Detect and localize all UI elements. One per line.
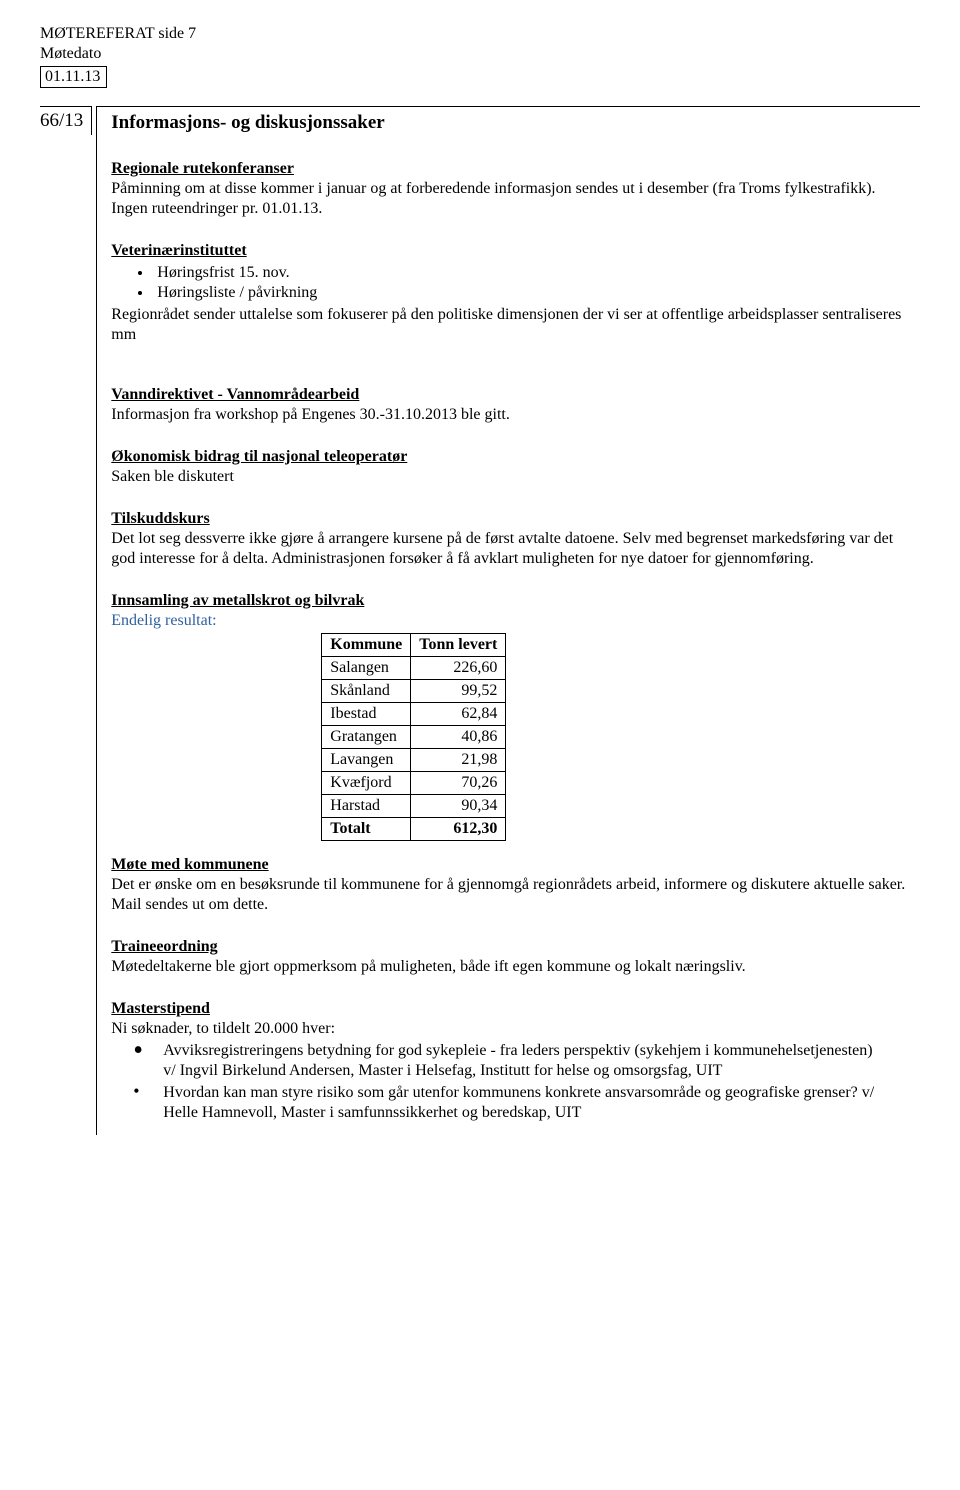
- sec-regionale-heading: Regionale rutekonferanser: [111, 159, 908, 179]
- doc-header-line2: Møtedato: [40, 44, 920, 64]
- table-row: Kvæfjord70,26: [322, 771, 506, 794]
- list-item: Høringsfrist 15. nov.: [153, 263, 908, 283]
- sec-trainee-heading: Traineeordning: [111, 937, 908, 957]
- cell: Totalt: [322, 817, 411, 840]
- case-number: 66/13: [40, 106, 92, 135]
- sec-vann-body: Informasjon fra workshop på Engenes 30.-…: [111, 405, 908, 425]
- case-title: Informasjons- og diskusjonssaker: [111, 111, 908, 135]
- sec-master-heading: Masterstipend: [111, 999, 908, 1019]
- sec-vann-heading: Vanndirektivet - Vannområdearbeid: [111, 385, 908, 405]
- sec-vet-body: Regionrådet sender uttalelse som fokuser…: [111, 305, 908, 345]
- sec-mote-body: Det er ønske om en besøksrunde til kommu…: [111, 875, 908, 915]
- cell: 62,84: [411, 702, 506, 725]
- table-row: Skånland99,52: [322, 679, 506, 702]
- master-item-line1: Avviksregistreringens betydning for god …: [163, 1042, 872, 1059]
- cell: Salangen: [322, 656, 411, 679]
- list-item: Høringsliste / påvirkning: [153, 283, 908, 303]
- sec-trainee-body: Møtedeltakerne ble gjort oppmerksom på m…: [111, 957, 908, 977]
- case-row: 66/13 Informasjons- og diskusjonssaker R…: [40, 106, 920, 1135]
- cell: 226,60: [411, 656, 506, 679]
- sec-tilskudd-heading: Tilskuddskurs: [111, 509, 908, 529]
- cell: 612,30: [411, 817, 506, 840]
- list-item: Avviksregistreringens betydning for god …: [153, 1041, 908, 1081]
- table-row: Lavangen21,98: [322, 748, 506, 771]
- cell: 70,26: [411, 771, 506, 794]
- sec-vet-bullets: Høringsfrist 15. nov. Høringsliste / påv…: [111, 263, 908, 303]
- sec-innsamling-heading: Innsamling av metallskrot og bilvrak: [111, 591, 908, 611]
- cell: 40,86: [411, 725, 506, 748]
- scrap-table: Kommune Tonn levert Salangen226,60 Skånl…: [321, 633, 506, 841]
- master-item-line2: v/ Ingvil Birkelund Andersen, Master i H…: [163, 1062, 722, 1079]
- cell: Kvæfjord: [322, 771, 411, 794]
- sec-tilskudd-body: Det lot seg dessverre ikke gjøre å arran…: [111, 529, 908, 569]
- doc-date-box: 01.11.13: [40, 66, 107, 88]
- table-row: Harstad90,34: [322, 794, 506, 817]
- sec-master-list: Avviksregistreringens betydning for god …: [111, 1041, 908, 1123]
- table-total-row: Totalt612,30: [322, 817, 506, 840]
- sec-oko-heading: Økonomisk bidrag til nasjonal teleoperat…: [111, 447, 908, 467]
- cell: Ibestad: [322, 702, 411, 725]
- doc-header-line1: MØTEREFERAT side 7: [40, 24, 920, 44]
- cell: 99,52: [411, 679, 506, 702]
- cell: 90,34: [411, 794, 506, 817]
- sec-mote-heading: Møte med kommunene: [111, 855, 908, 875]
- case-content: Informasjons- og diskusjonssaker Regiona…: [96, 106, 920, 1135]
- table-header: Kommune: [322, 633, 411, 656]
- table-row: Gratangen40,86: [322, 725, 506, 748]
- cell: Lavangen: [322, 748, 411, 771]
- master-item-line1: Hvordan kan man styre risiko som går ute…: [163, 1084, 874, 1121]
- sec-innsamling-reslabel: Endelig resultat:: [111, 611, 908, 631]
- list-item: Hvordan kan man styre risiko som går ute…: [153, 1083, 908, 1123]
- cell: Harstad: [322, 794, 411, 817]
- cell: Gratangen: [322, 725, 411, 748]
- table-row: Salangen226,60: [322, 656, 506, 679]
- sec-regionale-body: Påminning om at disse kommer i januar og…: [111, 179, 908, 219]
- sec-oko-body: Saken ble diskutert: [111, 467, 908, 487]
- cell: Skånland: [322, 679, 411, 702]
- sec-master-intro: Ni søknader, to tildelt 20.000 hver:: [111, 1019, 908, 1039]
- table-row: Ibestad62,84: [322, 702, 506, 725]
- cell: 21,98: [411, 748, 506, 771]
- sec-vet-heading: Veterinærinstituttet: [111, 241, 908, 261]
- table-header: Tonn levert: [411, 633, 506, 656]
